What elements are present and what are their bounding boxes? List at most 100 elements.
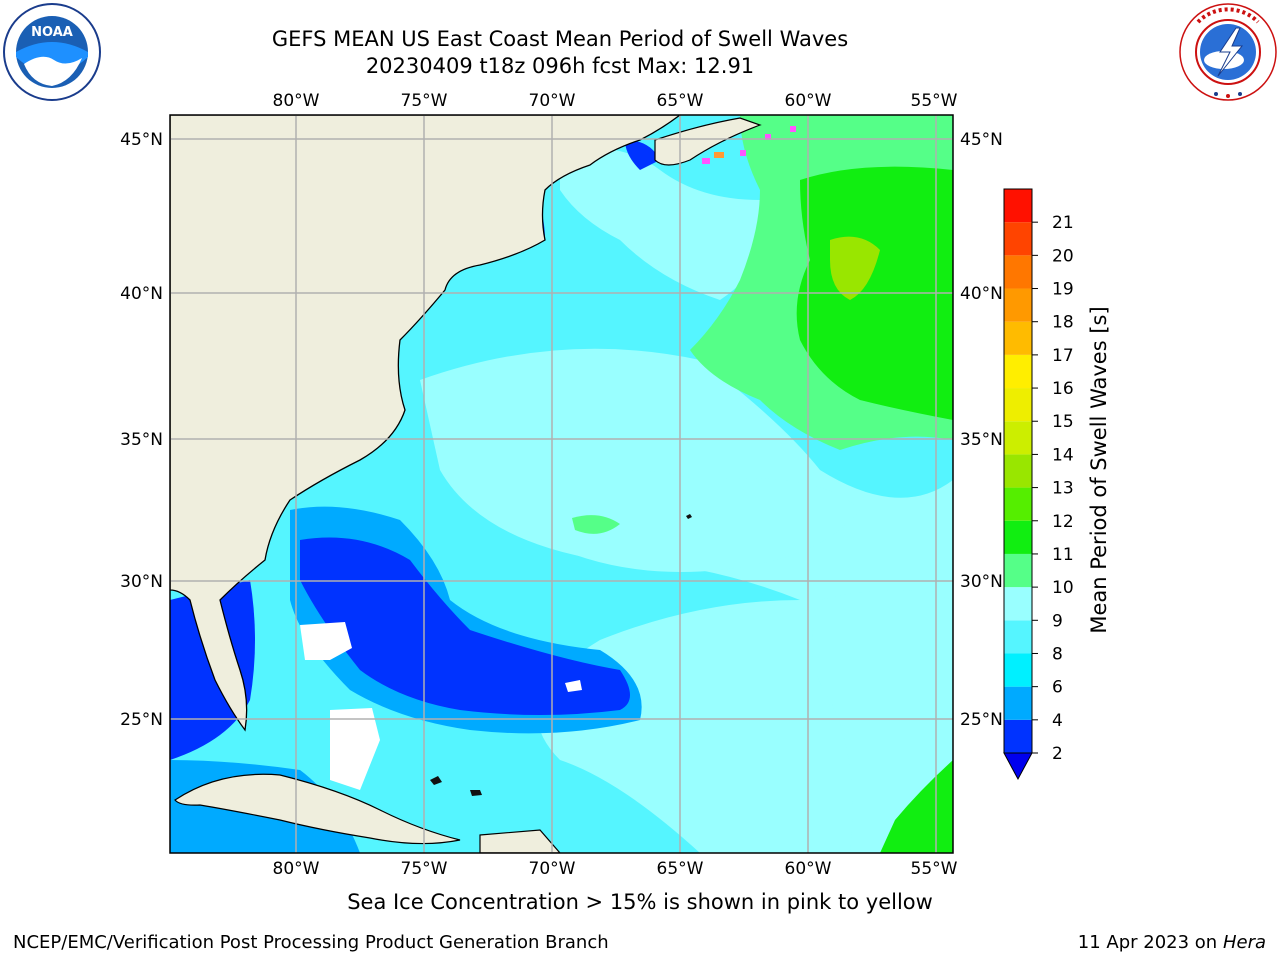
colorbar-tick-label: 21 xyxy=(1052,213,1074,233)
colorbar-bin xyxy=(1004,255,1032,289)
colorbar-bin xyxy=(1004,321,1032,355)
lat-labels-left: 45°N 40°N 35°N 30°N 25°N xyxy=(120,130,163,730)
lon-label: 65°W xyxy=(657,91,704,111)
nws-logo xyxy=(1179,3,1277,101)
colorbar-bin xyxy=(1004,653,1032,687)
colorbar-frame xyxy=(1003,188,1033,754)
colorbar-bin xyxy=(1004,288,1032,322)
lat-label: 40°N xyxy=(120,284,163,304)
colorbar-bin xyxy=(1004,719,1032,753)
lon-label: 60°W xyxy=(785,91,832,111)
no-data-bahamas-north xyxy=(300,622,352,660)
land-islet xyxy=(470,790,482,796)
lon-label: 80°W xyxy=(273,859,320,879)
colorbar-tick-label: 4 xyxy=(1052,711,1063,731)
colorbar-tick-label: 20 xyxy=(1052,246,1074,266)
colorbar-tick-label: 14 xyxy=(1052,445,1074,465)
map-title: GEFS MEAN US East Coast Mean Period of S… xyxy=(271,27,849,51)
map-frame xyxy=(169,114,954,854)
lon-labels-top: 80°W 75°W 70°W 65°W 60°W 55°W xyxy=(273,91,958,111)
colorbar-tick-label: 18 xyxy=(1052,313,1074,333)
lat-label: 25°N xyxy=(120,710,163,730)
colorbar-tick-label: 6 xyxy=(1052,678,1063,698)
sea-ice-pixel xyxy=(714,152,724,158)
lat-label: 30°N xyxy=(120,572,163,592)
colorbar-bin xyxy=(1004,620,1032,654)
swell-zone-9-10-central xyxy=(572,515,620,534)
colorbar-tick-label: 10 xyxy=(1052,578,1074,598)
swell-zone-8-9-central xyxy=(540,470,860,572)
lon-label: 75°W xyxy=(401,91,448,111)
colorbar-label: Mean Period of Swell Waves [s] xyxy=(1087,306,1111,633)
land-hispaniola xyxy=(479,829,561,853)
colorbar-tick-label: 16 xyxy=(1052,379,1074,399)
land-islet xyxy=(430,776,442,785)
map-area xyxy=(170,115,953,853)
lon-label: 55°W xyxy=(911,859,958,879)
lon-labels-bottom: 80°W 75°W 70°W 65°W 60°W 55°W xyxy=(273,859,958,879)
land-north-america xyxy=(170,115,682,732)
swell-zone-2-4-nova-scotia xyxy=(625,140,660,170)
lat-label: 45°N xyxy=(960,130,1003,150)
swell-zone-2-4 xyxy=(300,537,630,715)
land-nova-scotia xyxy=(654,117,762,166)
colorbar-bin xyxy=(1004,222,1032,256)
sea-ice-caption: Sea Ice Concentration > 15% is shown in … xyxy=(347,890,933,914)
colorbar-tick-label: 11 xyxy=(1052,545,1074,565)
lat-label: 45°N xyxy=(120,130,163,150)
colorbar-bin xyxy=(1004,686,1032,720)
lat-label: 40°N xyxy=(960,284,1003,304)
colorbar-tick-label: 17 xyxy=(1052,346,1074,366)
swell-zone-12-13 xyxy=(830,236,880,300)
sea-ice-pixel xyxy=(765,134,771,140)
sea-ice-pixel xyxy=(740,150,746,156)
lat-labels-right: 45°N 40°N 35°N 30°N 25°N xyxy=(960,130,1003,730)
footer-date: 11 Apr 2023 on Hera xyxy=(1078,932,1266,953)
land-cuba xyxy=(174,773,461,845)
lon-label: 65°W xyxy=(657,859,704,879)
lat-label: 25°N xyxy=(960,710,1003,730)
colorbar-bin xyxy=(1004,587,1032,621)
noaa-logo: NOAA xyxy=(3,3,101,101)
lat-label: 35°N xyxy=(960,430,1003,450)
colorbar-tick-label: 19 xyxy=(1052,280,1074,300)
footer-machine: Hera xyxy=(1222,932,1266,953)
lon-label: 75°W xyxy=(401,859,448,879)
colorbar-tick-label: 15 xyxy=(1052,412,1074,432)
footer-date-text: 11 Apr 2023 on xyxy=(1077,932,1223,953)
map-subtitle: 20230409 t18z 096h fcst Max: 12.91 xyxy=(365,54,755,78)
swell-zone-8-9-north xyxy=(560,147,765,300)
colorbar-extend-arrow xyxy=(1003,752,1033,781)
colorbar-bin xyxy=(1004,553,1032,588)
lon-label: 80°W xyxy=(273,91,320,111)
colorbar-tick-label: 9 xyxy=(1052,611,1063,631)
colorbar: 2 4 6 8 9 10 11 12 13 14 15 16 17 18 19 20 21 xyxy=(1003,188,1074,781)
land-bermuda xyxy=(686,514,692,519)
colorbar-bin xyxy=(1004,454,1032,488)
colorbar-tick-label: 13 xyxy=(1052,479,1074,499)
swell-zone-10-11-southeast xyxy=(880,760,953,853)
footer-credit: NCEP/EMC/Verification Post Processing Pr… xyxy=(13,932,609,953)
colorbar-bin xyxy=(1004,354,1032,389)
lon-label: 55°W xyxy=(911,91,958,111)
colorbar-bin xyxy=(1004,421,1032,455)
no-data-bahamas-south xyxy=(330,708,380,790)
colorbar-bin xyxy=(1004,189,1032,223)
colorbar-bin xyxy=(1004,520,1032,554)
colorbar-tick-label: 12 xyxy=(1052,512,1074,532)
lat-label: 30°N xyxy=(960,572,1003,592)
sea-ice-pixel xyxy=(790,126,796,132)
lon-label: 70°W xyxy=(529,859,576,879)
swell-zone-8-9-southeast xyxy=(812,590,953,853)
colorbar-tick-label: 2 xyxy=(1052,744,1063,764)
sea-ice-pixel xyxy=(702,158,710,164)
lon-label: 60°W xyxy=(785,859,832,879)
colorbar-tick-label: 8 xyxy=(1052,644,1063,664)
noaa-logo-text: NOAA xyxy=(31,25,73,40)
no-data-island xyxy=(565,680,582,692)
colorbar-bin xyxy=(1004,487,1032,521)
lat-label: 35°N xyxy=(120,430,163,450)
lon-label: 70°W xyxy=(529,91,576,111)
graticule xyxy=(170,115,953,853)
